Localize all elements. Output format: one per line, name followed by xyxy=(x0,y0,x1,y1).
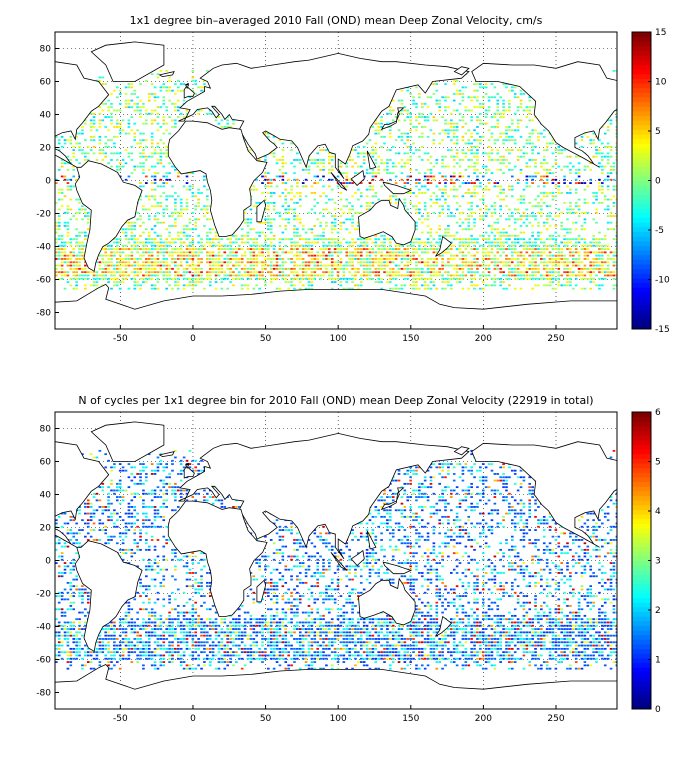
top-x-tick-label: 150 xyxy=(402,334,419,344)
bottom-landmass-18 xyxy=(471,441,617,548)
top-landmass-11 xyxy=(350,169,365,186)
top-landmass-14 xyxy=(158,71,175,78)
top-landmass-6 xyxy=(55,283,617,329)
top-landmass-5 xyxy=(358,197,416,246)
top-colorbar-tick-label: -5 xyxy=(655,226,664,236)
bottom-landmass-2 xyxy=(90,421,165,462)
top-x-tick-label: 200 xyxy=(475,334,492,344)
bottom-landmass-11 xyxy=(350,549,365,567)
bottom-y-tick-label: 80 xyxy=(40,425,52,435)
bottom-landmass-10 xyxy=(330,552,348,571)
top-title: 1x1 degree bin–averaged 2010 Fall (OND) … xyxy=(130,14,543,27)
top-landmass-18 xyxy=(471,61,617,168)
top-landmass-10 xyxy=(330,172,348,191)
top-y-tick-label: -60 xyxy=(36,276,51,286)
bottom-landmass-15 xyxy=(366,530,377,550)
top-y-tick-label: -20 xyxy=(36,210,51,220)
top-landmass-19 xyxy=(453,66,470,76)
bottom-colorbar: 0 1 2 3 4 5 6 xyxy=(631,408,661,715)
bottom-x-ticks: -50 0 50 100 150 200 250 xyxy=(113,705,565,724)
top-x-tick-label: 0 xyxy=(190,334,196,344)
bottom-landmass-17 xyxy=(185,464,190,470)
bottom-y-tick-label: 0 xyxy=(45,557,51,567)
bottom-landmass-9 xyxy=(380,487,405,511)
top-y-tick-label: 20 xyxy=(40,144,52,154)
bottom-colorbar-tick-label: 3 xyxy=(655,557,661,567)
top-y-tick-label: -40 xyxy=(36,243,51,253)
top-x-tick-label: -50 xyxy=(113,334,128,344)
top-landmass-2 xyxy=(90,41,165,82)
bottom-landmass-19 xyxy=(453,446,470,456)
top-x-tick-label: 250 xyxy=(547,334,564,344)
top-y-tick-label: 80 xyxy=(40,45,52,55)
bottom-colorbar-tick-label: 6 xyxy=(655,408,661,418)
top-colorbar-tick-label: 0 xyxy=(655,177,661,187)
top-landmass-17 xyxy=(185,84,190,90)
top-y-tick-label: 0 xyxy=(45,177,51,187)
bottom-x-tick-label: 50 xyxy=(260,714,272,724)
top-landmass-1 xyxy=(74,160,143,272)
bottom-y-tick-label: -60 xyxy=(36,656,51,666)
bottom-landmass-14 xyxy=(158,451,175,458)
top-landmass-15 xyxy=(366,150,377,170)
top-panel: 1x1 degree bin–averaged 2010 Fall (OND) … xyxy=(36,14,670,344)
top-colorbar: -15 -10 -5 0 5 10 15 xyxy=(631,28,670,335)
bottom-landmass-7 xyxy=(256,579,267,603)
bottom-y-tick-label: -20 xyxy=(36,590,51,600)
top-land xyxy=(55,41,617,329)
top-x-ticks: -50 0 50 100 150 200 250 xyxy=(113,325,565,344)
top-landmass-3 xyxy=(178,52,470,180)
bottom-landmass-1 xyxy=(74,540,143,652)
bottom-x-tick-label: 250 xyxy=(547,714,564,724)
top-x-tick-label: 50 xyxy=(260,334,272,344)
top-colorbar-tick-label: 5 xyxy=(655,127,661,137)
bottom-landmass-12 xyxy=(382,561,412,575)
bottom-y-tick-label: -40 xyxy=(36,623,51,633)
top-colorbar-tick-label: -10 xyxy=(655,276,670,286)
bottom-title: N of cycles per 1x1 degree bin for 2010 … xyxy=(78,394,593,407)
top-colorbar-tick-label: 15 xyxy=(655,28,666,38)
top-colorbar-tick-label: -15 xyxy=(655,325,670,335)
top-x-tick-label: 100 xyxy=(330,334,347,344)
bottom-colorbar-tick-label: 1 xyxy=(655,656,661,666)
bottom-colorbar-tick-label: 5 xyxy=(655,458,661,468)
bottom-x-tick-label: 0 xyxy=(190,714,196,724)
bottom-landmass-5 xyxy=(358,577,416,626)
bottom-colorbar-tick-label: 2 xyxy=(655,606,661,616)
bottom-y-tick-label: 20 xyxy=(40,524,52,534)
top-y-tick-label: -80 xyxy=(36,309,51,319)
bottom-y-tick-label: 40 xyxy=(40,491,52,501)
bottom-panel: N of cycles per 1x1 degree bin for 2010 … xyxy=(36,394,661,724)
top-colorbar-tick-label: 10 xyxy=(655,78,667,88)
bottom-x-tick-label: 150 xyxy=(402,714,419,724)
bottom-landmass-4 xyxy=(167,500,268,617)
top-y-tick-label: 60 xyxy=(40,78,52,88)
top-y-tick-label: 40 xyxy=(40,111,52,121)
bottom-landmass-0 xyxy=(55,441,110,548)
bottom-x-tick-label: 200 xyxy=(475,714,492,724)
top-landmass-4 xyxy=(167,120,268,237)
bottom-landmass-6 xyxy=(55,664,617,709)
bottom-x-tick-label: 100 xyxy=(330,714,347,724)
bottom-colorbar-tick-label: 4 xyxy=(655,507,661,517)
bottom-y-tick-label: -80 xyxy=(36,689,51,699)
bottom-y-ticks: -80 -60 -40 -20 0 20 40 60 80 xyxy=(36,425,59,699)
bottom-colorbar-tick-label: 0 xyxy=(655,705,661,715)
bottom-land xyxy=(55,421,617,709)
top-y-ticks: -80 -60 -40 -20 0 20 40 60 80 xyxy=(36,45,59,319)
top-landmass-7 xyxy=(256,199,267,223)
bottom-y-tick-label: 60 xyxy=(40,458,52,468)
top-landmass-0 xyxy=(55,61,110,168)
top-landmass-9 xyxy=(380,107,405,131)
bottom-landmass-3 xyxy=(178,432,470,560)
bottom-landmass-13 xyxy=(435,615,452,637)
top-landmass-12 xyxy=(382,181,412,195)
top-landmass-13 xyxy=(435,235,452,257)
bottom-x-tick-label: -50 xyxy=(113,714,128,724)
